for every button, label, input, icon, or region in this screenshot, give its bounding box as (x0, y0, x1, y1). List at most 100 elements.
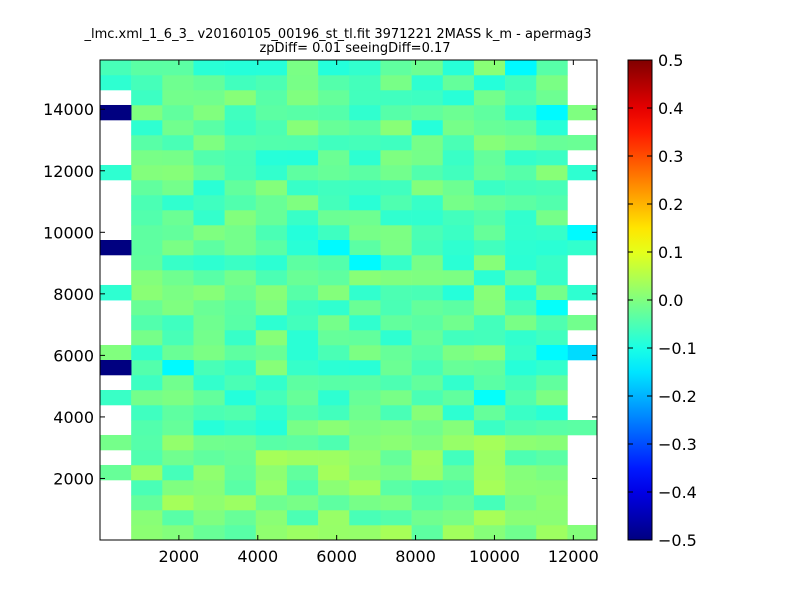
heatmap-cell (536, 510, 568, 526)
heatmap-anomaly-cell (473, 390, 506, 406)
heatmap-cell (505, 314, 537, 331)
heatmap-cell (162, 240, 194, 256)
heatmap-cell (224, 390, 257, 406)
heatmap-cell (442, 134, 475, 151)
heatmap-cell (255, 270, 288, 286)
heatmap-cell (255, 284, 288, 301)
heatmap-cell (536, 330, 568, 346)
heatmap-cell (349, 284, 381, 301)
heatmap-cell (505, 74, 537, 91)
heatmap-cell (318, 300, 350, 316)
heatmap-cells (100, 60, 598, 541)
heatmap-cell (286, 134, 319, 151)
heatmap-anomaly-cell (567, 224, 598, 241)
heatmap-cell (349, 74, 381, 91)
heatmap-cell (224, 150, 257, 166)
colorbar-tick-label: −0.3 (658, 435, 697, 454)
heatmap-cell (473, 150, 506, 166)
heatmap-cell (318, 210, 350, 226)
heatmap-cell (505, 510, 537, 526)
heatmap-cell (131, 240, 163, 256)
heatmap-cell (349, 434, 381, 451)
heatmap-cell (349, 524, 381, 541)
heatmap-cell (473, 254, 506, 271)
heatmap-cell (318, 104, 350, 121)
heatmap-cell (473, 240, 506, 256)
colorbar-tick-label: −0.1 (658, 339, 697, 358)
heatmap-cell (286, 120, 319, 136)
heatmap-cell (380, 240, 412, 256)
heatmap-cell (286, 510, 319, 526)
heatmap-cell (286, 284, 319, 301)
heatmap-cell (255, 404, 288, 421)
heatmap-cell (380, 420, 412, 436)
heatmap-cell (255, 210, 288, 226)
heatmap-cell (473, 404, 506, 421)
heatmap-cell (505, 344, 537, 361)
heatmap-cell (286, 90, 319, 106)
heatmap-cell (286, 240, 319, 256)
heatmap-cell (442, 240, 475, 256)
heatmap-cell (442, 90, 475, 106)
heatmap-cell (318, 404, 350, 421)
heatmap-cell (131, 134, 163, 151)
colorbar-tick-label: 0.4 (658, 99, 683, 118)
heatmap-anomaly-cell (100, 240, 132, 256)
heatmap-cell (411, 494, 444, 511)
heatmap-cell (255, 180, 288, 196)
heatmap-cell (380, 224, 412, 241)
heatmap-cell (473, 464, 506, 481)
heatmap-cell (193, 60, 225, 76)
heatmap-cell (224, 464, 257, 481)
heatmap-cell (505, 90, 537, 106)
heatmap-cell (411, 330, 444, 346)
y-tick-label: 4000 (53, 408, 94, 427)
heatmap-cell (255, 150, 288, 166)
heatmap-cell (255, 464, 288, 481)
heatmap-cell (162, 90, 194, 106)
heatmap-cell (318, 60, 350, 76)
heatmap-cell (131, 104, 163, 121)
heatmap-cell (224, 254, 257, 271)
heatmap-cell (162, 270, 194, 286)
heatmap-cell (255, 74, 288, 91)
heatmap-cell (442, 150, 475, 166)
heatmap-cell (255, 300, 288, 316)
heatmap-cell (536, 240, 568, 256)
heatmap-cell (286, 254, 319, 271)
heatmap-cell (442, 434, 475, 451)
heatmap-cell (505, 494, 537, 511)
heatmap-cell (442, 464, 475, 481)
heatmap-cell (349, 104, 381, 121)
heatmap-cell (536, 314, 568, 331)
heatmap-cell (318, 524, 350, 541)
heatmap-cell (442, 164, 475, 181)
heatmap-cell (224, 330, 257, 346)
heatmap-cell (380, 434, 412, 451)
heatmap-cell (380, 464, 412, 481)
colorbar: 0.5 0.4 0.3 0.2 0.1 0.0 −0.1 −0.2 −0.3 −0.4 −0.5 (627, 51, 697, 550)
heatmap-cell (567, 134, 598, 151)
heatmap-cell (193, 104, 225, 121)
heatmap-cell (473, 374, 506, 391)
heatmap-cell (411, 434, 444, 451)
heatmap-cell (318, 194, 350, 211)
heatmap-cell (567, 420, 598, 436)
heatmap-cell (442, 60, 475, 76)
heatmap-cell (349, 374, 381, 391)
heatmap-cell (286, 464, 319, 481)
heatmap-cell (162, 314, 194, 331)
heatmap-cell (162, 224, 194, 241)
heatmap-cell (318, 270, 350, 286)
heatmap-cell (100, 344, 132, 361)
heatmap-cell (442, 180, 475, 196)
heatmap-cell (131, 164, 163, 181)
heatmap-cell (442, 344, 475, 361)
heatmap-cell (131, 180, 163, 196)
heatmap-cell (411, 74, 444, 91)
heatmap-cell (505, 434, 537, 451)
colorbar-tick-label: 0.1 (658, 243, 683, 262)
heatmap-cell (473, 434, 506, 451)
heatmap-cell (162, 464, 194, 481)
heatmap-cell (411, 390, 444, 406)
